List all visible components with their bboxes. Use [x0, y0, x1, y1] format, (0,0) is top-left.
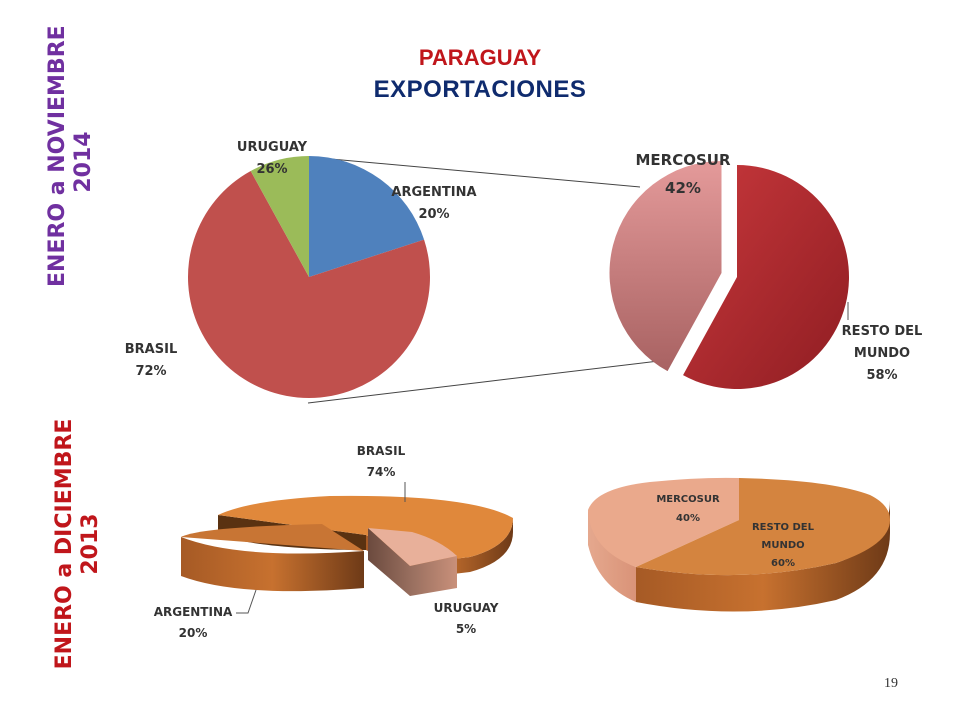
pie3d-side-resto [636, 500, 890, 612]
pie3d-slice-mercosur [588, 477, 739, 567]
pct-uruguay-2014: 26% [256, 162, 287, 177]
label-argentina-2013: ARGENTINA [154, 605, 233, 619]
page-number: 19 [884, 676, 898, 691]
leader-argentina-2013 [236, 589, 257, 614]
label-resto-2013-line2: MUNDO [761, 540, 804, 551]
chart-labels: URUGUAY 26% ARGENTINA 20% BRASIL 72% MER… [125, 140, 923, 640]
pie3d-slice-argentina [181, 524, 364, 551]
pie-slice-uruguay [250, 156, 309, 277]
pct-mercosur-2014: 42% [665, 179, 701, 197]
pct-brasil-2013: 74% [367, 465, 396, 479]
label-mercosur-2013: MERCOSUR [656, 494, 720, 505]
pct-resto-2013: 60% [771, 558, 795, 569]
pie3d-slice-resto [636, 478, 890, 576]
label-resto-2013-line1: RESTO DEL [752, 522, 815, 533]
pie-slice-brasil [188, 170, 431, 398]
pie-chart-2014-countries [188, 156, 431, 398]
connector-line-bottom [307, 359, 668, 404]
connector-line-top [319, 157, 641, 188]
pie3d-chart-2013-regions [588, 477, 890, 612]
label-resto-2014-line2: MUNDO [854, 346, 910, 361]
label-brasil-2013: BRASIL [357, 444, 406, 458]
pie-slice-mercosur [609, 161, 722, 372]
pie3d-side-mercosur [588, 510, 636, 602]
label-mercosur-2014: MERCOSUR [635, 151, 730, 169]
pct-resto-2014: 58% [866, 368, 897, 383]
pct-argentina-2014: 20% [418, 207, 449, 222]
pct-argentina-2013: 20% [179, 626, 208, 640]
chart-subtitle: EXPORTACIONES [373, 76, 587, 103]
pie3d-slice-uruguay [368, 528, 457, 566]
pie-slice-resto-del-mundo [683, 165, 849, 390]
pie3d-slice-brasil [218, 495, 513, 559]
pie3d-side-uruguay [368, 528, 457, 596]
chart-title: PARAGUAY [418, 45, 542, 70]
pie3d-side-argentina [181, 537, 364, 592]
label-argentina-2014: ARGENTINA [391, 185, 476, 200]
label-uruguay-2014: URUGUAY [237, 140, 308, 155]
pie-chart-2014-regions [609, 161, 849, 390]
pct-uruguay-2013: 5% [456, 622, 476, 636]
pct-brasil-2014: 72% [135, 364, 166, 379]
pct-mercosur-2013: 40% [676, 513, 700, 524]
pie3d-chart-2013-countries [181, 495, 513, 596]
label-brasil-2014: BRASIL [125, 342, 177, 357]
label-resto-2014-line1: RESTO DEL [842, 324, 923, 339]
label-uruguay-2013: URUGUAY [434, 601, 499, 615]
pie-slice-argentina [309, 156, 425, 277]
